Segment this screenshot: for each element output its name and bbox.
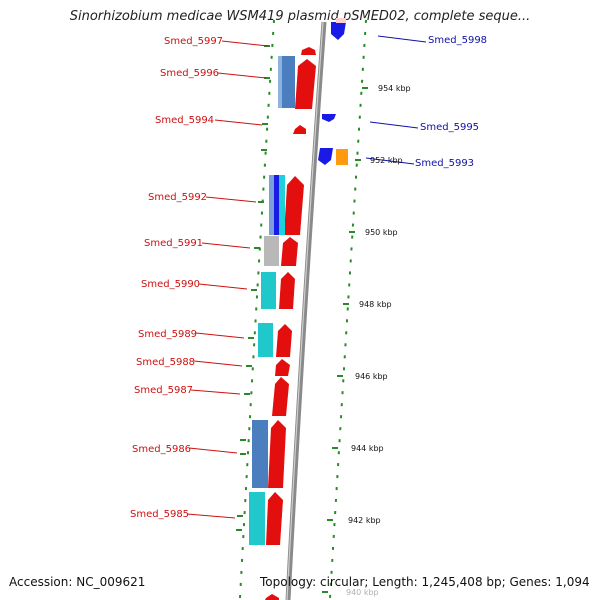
- gene-smed-5992: [284, 176, 304, 235]
- scale-label: 944 kbp: [351, 444, 384, 453]
- scale-label: 950 kbp: [365, 228, 398, 237]
- label-smed-5998: Smed_5998: [428, 35, 487, 46]
- scale-label: 948 kbp: [359, 300, 392, 309]
- cds-smed-5992-b: [274, 175, 279, 235]
- cds-smed-5996: [278, 56, 295, 108]
- gene-smed-5998-fade: [336, 18, 346, 23]
- gene-labels: Smed_5998 Smed_5997 Smed_5996 Smed_5995 …: [130, 35, 487, 520]
- label-smed-5997: Smed_5997: [164, 36, 223, 47]
- label-smed-5995: Smed_5995: [420, 122, 479, 133]
- gene-smed-5997: [301, 47, 316, 55]
- cds-smed-5989: [258, 323, 273, 357]
- label-smed-5991: Smed_5991: [144, 238, 203, 249]
- scale-label: 946 kbp: [355, 372, 388, 381]
- inner-tick-marks: [236, 45, 270, 531]
- gene-smed-5993-orange: [336, 149, 348, 165]
- gene-smed-5993: [318, 148, 333, 165]
- cds-smed-5992-a: [269, 175, 275, 235]
- gene-smed-5989: [276, 324, 292, 357]
- genome-backbone-highlight: [286, 21, 324, 600]
- cds-smed-5986: [252, 420, 268, 488]
- scale-label: 954 kbp: [378, 84, 411, 93]
- gene-smed-5996: [295, 59, 316, 109]
- gene-smed-5998: [331, 22, 346, 40]
- scale-labels: 954 kbp 952 kbp 950 kbp 948 kbp 946 kbp …: [346, 84, 411, 597]
- label-smed-5988: Smed_5988: [136, 357, 195, 368]
- gene-smed-5987: [272, 377, 289, 416]
- gene-smed-5988: [275, 359, 290, 376]
- label-smed-5985: Smed_5985: [130, 509, 189, 520]
- label-smed-5986: Smed_5986: [132, 444, 191, 455]
- scale-label: 940 kbp: [346, 588, 379, 597]
- gene-smed-5986: [268, 420, 286, 488]
- cds-smed-5991: [264, 236, 279, 266]
- gene-smed-5991: [281, 237, 298, 266]
- reverse-strand-genes: [318, 18, 348, 165]
- cds-features: [249, 56, 295, 545]
- outer-dotted-arc: [329, 19, 367, 599]
- cds-smed-5985: [249, 492, 265, 545]
- gene-smed-5994: [293, 125, 306, 134]
- scale-label: 942 kbp: [348, 516, 381, 525]
- label-smed-5990: Smed_5990: [141, 279, 200, 290]
- genome-backbone: [285, 21, 327, 600]
- cds-smed-5990: [261, 272, 276, 309]
- topology-text: Topology: circular; Length: 1,245,408 bp…: [260, 575, 590, 589]
- label-smed-5996: Smed_5996: [160, 68, 219, 79]
- gene-bottom-partial: [265, 594, 279, 600]
- gene-smed-5995: [322, 114, 336, 122]
- label-smed-5987: Smed_5987: [134, 385, 193, 396]
- map-title: Sinorhizobium medicae WSM419 plasmid pSM…: [69, 9, 531, 24]
- scale-tick-marks: [322, 87, 368, 593]
- label-leaders: [186, 35, 427, 519]
- label-smed-5993: Smed_5993: [415, 158, 474, 169]
- label-smed-5992: Smed_5992: [148, 192, 207, 203]
- scale-label: 952 kbp: [370, 156, 403, 165]
- label-smed-5994: Smed_5994: [155, 115, 214, 126]
- forward-strand-genes: [265, 47, 316, 600]
- accession-text: Accession: NC_009621: [9, 575, 146, 589]
- label-smed-5989: Smed_5989: [138, 329, 197, 340]
- gene-smed-5990: [279, 272, 295, 309]
- cds-smed-5992-c: [279, 175, 285, 235]
- cds-shade: [278, 56, 282, 108]
- gene-smed-5985: [266, 492, 283, 545]
